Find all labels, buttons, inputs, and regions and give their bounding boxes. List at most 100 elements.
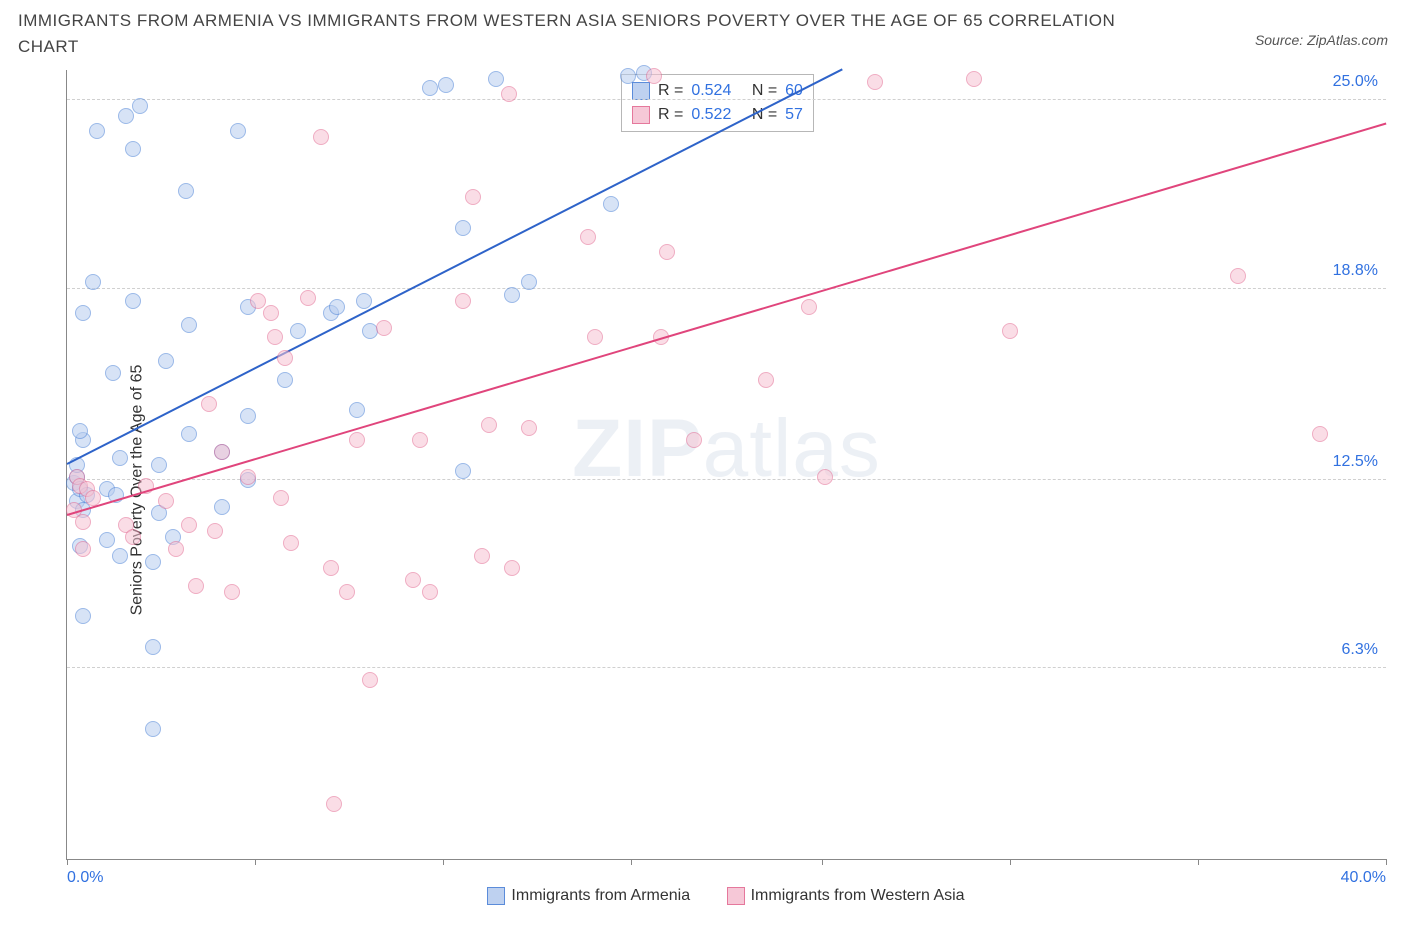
- x-tick: [822, 859, 823, 865]
- data-point: [362, 672, 378, 688]
- data-point: [75, 514, 91, 530]
- data-point: [277, 372, 293, 388]
- r-label-2: R =: [658, 103, 683, 127]
- data-point: [85, 274, 101, 290]
- data-point: [1002, 323, 1018, 339]
- data-point: [158, 493, 174, 509]
- data-point: [313, 129, 329, 145]
- data-point: [75, 305, 91, 321]
- chart-container: Seniors Poverty Over the Age of 65 ZIPat…: [20, 70, 1386, 910]
- legend-label-2: Immigrants from Western Asia: [751, 887, 965, 905]
- data-point: [758, 372, 774, 388]
- x-tick: [67, 859, 68, 865]
- chart-title: IMMIGRANTS FROM ARMENIA VS IMMIGRANTS FR…: [18, 8, 1118, 61]
- data-point: [504, 287, 520, 303]
- legend-label-1: Immigrants from Armenia: [511, 887, 690, 905]
- data-point: [455, 463, 471, 479]
- gridline: [67, 99, 1386, 100]
- x-tick: [1010, 859, 1011, 865]
- data-point: [356, 293, 372, 309]
- swatch-icon: [487, 887, 505, 905]
- data-point: [72, 423, 88, 439]
- stats-row-series-2: R = 0.522 N = 57: [632, 103, 803, 127]
- data-point: [339, 584, 355, 600]
- data-point: [267, 329, 283, 345]
- data-point: [178, 183, 194, 199]
- x-tick: [1198, 859, 1199, 865]
- data-point: [214, 444, 230, 460]
- data-point: [521, 420, 537, 436]
- data-point: [481, 417, 497, 433]
- data-point: [587, 329, 603, 345]
- y-tick-label: 18.8%: [1333, 262, 1378, 280]
- data-point: [300, 290, 316, 306]
- gridline: [67, 667, 1386, 668]
- data-point: [151, 457, 167, 473]
- x-min-label: 0.0%: [67, 869, 103, 887]
- data-point: [125, 293, 141, 309]
- data-point: [75, 541, 91, 557]
- r-value-2: 0.522: [691, 103, 731, 127]
- gridline: [67, 288, 1386, 289]
- data-point: [112, 450, 128, 466]
- data-point: [412, 432, 428, 448]
- legend-item-1: Immigrants from Armenia: [487, 887, 690, 905]
- data-point: [438, 77, 454, 93]
- y-tick-label: 25.0%: [1333, 73, 1378, 91]
- data-point: [817, 469, 833, 485]
- data-point: [240, 469, 256, 485]
- data-point: [1230, 268, 1246, 284]
- swatch-icon: [727, 887, 745, 905]
- data-point: [181, 517, 197, 533]
- data-point: [465, 189, 481, 205]
- x-tick: [631, 859, 632, 865]
- data-point: [422, 584, 438, 600]
- data-point: [240, 408, 256, 424]
- data-point: [75, 608, 91, 624]
- data-point: [105, 365, 121, 381]
- trend-line: [67, 123, 1387, 516]
- data-point: [659, 244, 675, 260]
- data-point: [89, 123, 105, 139]
- data-point: [132, 98, 148, 114]
- data-point: [349, 432, 365, 448]
- data-point: [504, 560, 520, 576]
- data-point: [686, 432, 702, 448]
- data-point: [646, 68, 662, 84]
- data-point: [329, 299, 345, 315]
- watermark-atlas: atlas: [703, 403, 881, 494]
- data-point: [277, 350, 293, 366]
- data-point: [326, 796, 342, 812]
- data-point: [224, 584, 240, 600]
- x-tick: [1386, 859, 1387, 865]
- source-label: Source: ZipAtlas.com: [1255, 32, 1388, 48]
- swatch-series-1: [632, 82, 650, 100]
- data-point: [966, 71, 982, 87]
- watermark: ZIPatlas: [572, 402, 881, 496]
- data-point: [99, 532, 115, 548]
- data-point: [158, 353, 174, 369]
- data-point: [145, 639, 161, 655]
- data-point: [580, 229, 596, 245]
- data-point: [112, 548, 128, 564]
- bottom-legend: Immigrants from Armenia Immigrants from …: [66, 887, 1386, 910]
- data-point: [521, 274, 537, 290]
- x-tick: [255, 859, 256, 865]
- data-point: [349, 402, 365, 418]
- data-point: [1312, 426, 1328, 442]
- data-point: [867, 74, 883, 90]
- data-point: [145, 721, 161, 737]
- data-point: [474, 548, 490, 564]
- data-point: [181, 426, 197, 442]
- legend-item-2: Immigrants from Western Asia: [727, 887, 965, 905]
- data-point: [201, 396, 217, 412]
- n-value-2: 57: [785, 103, 803, 127]
- data-point: [405, 572, 421, 588]
- data-point: [214, 499, 230, 515]
- swatch-series-2: [632, 106, 650, 124]
- data-point: [125, 141, 141, 157]
- plot-area: ZIPatlas R = 0.524 N = 60 R = 0.522 N = …: [66, 70, 1386, 860]
- data-point: [290, 323, 306, 339]
- data-point: [250, 293, 266, 309]
- data-point: [125, 529, 141, 545]
